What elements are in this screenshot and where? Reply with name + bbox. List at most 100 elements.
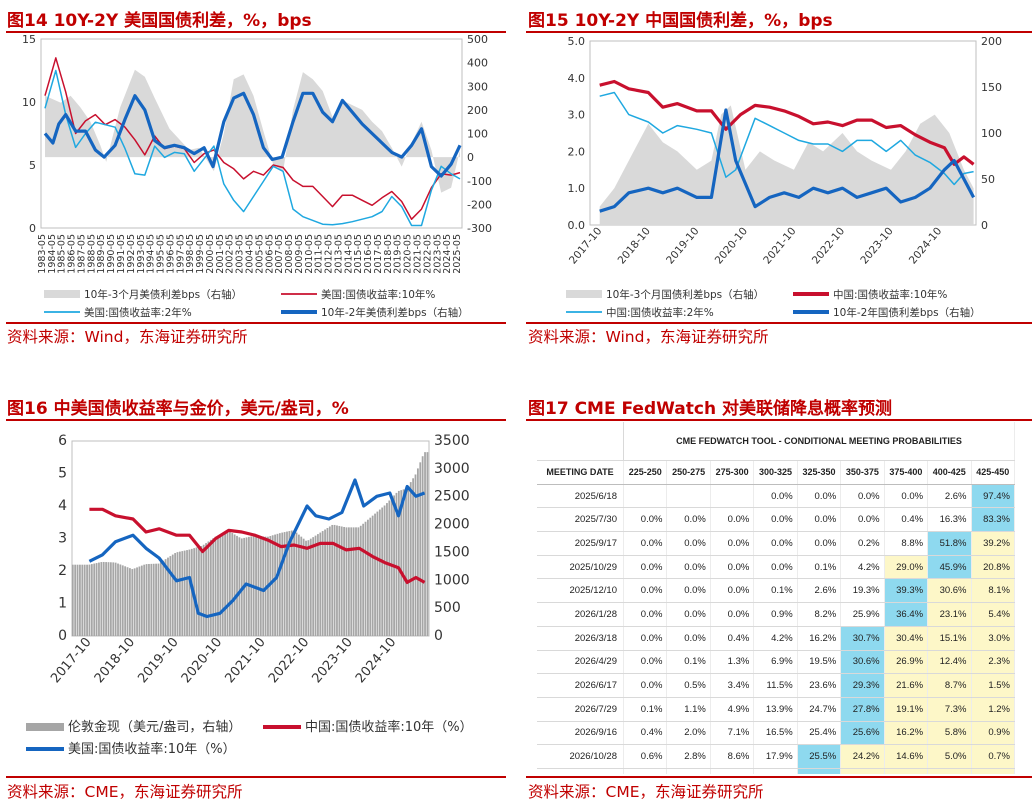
x-tick-label: 2003-05 — [235, 234, 246, 274]
x-tick-label: 2024-10 — [907, 225, 944, 266]
probability-cell: 16.2% — [884, 721, 929, 746]
area-bar — [347, 527, 350, 636]
area-bar — [198, 546, 200, 636]
probability-cell: 11.5% — [753, 673, 798, 698]
area-bar — [407, 485, 410, 636]
figure-16-source: 资料来源：CME，东海证券研究所 — [7, 783, 243, 801]
y-right-tick-label: 100 — [981, 127, 1002, 140]
meeting-date-cell: 2025/9/17 — [537, 531, 624, 556]
y-right-tick-label: 2000 — [434, 517, 470, 533]
probability-cell: 0.4% — [710, 626, 755, 651]
figure-17-top-rule — [526, 419, 1032, 421]
table-row: 2026/9/16 0.4% 2.0% 7.1% 16.5% 25.4% 25.6% 16.2… — [537, 721, 1015, 746]
probability-cell: 51.8% — [927, 531, 972, 556]
area-bar — [302, 538, 305, 636]
y-right-tick-label: 1000 — [434, 572, 470, 588]
area-bar — [367, 519, 369, 636]
table-row: 2026/4/29 0.0% 0.1% 1.3% 6.9% 19.5% 30.6% 26.9%… — [537, 650, 1015, 675]
y-left-tick-label: 1.0 — [568, 182, 586, 195]
area-bar — [359, 525, 362, 636]
x-tick-label: 2002-05 — [225, 234, 236, 274]
area-bar — [236, 535, 238, 636]
y-left-tick-label: 3.0 — [568, 109, 586, 122]
probability-cell: 0.7% — [971, 768, 1015, 774]
probability-cell: 1.2% — [971, 697, 1015, 722]
probability-cell: 0.1% — [666, 650, 711, 675]
y-left-tick-label: 5.0 — [568, 35, 586, 48]
area-bar — [238, 537, 241, 636]
area-bar — [121, 565, 124, 636]
area-bar — [340, 526, 343, 636]
probability-cell: 0.0% — [753, 555, 798, 580]
meeting-date-cell: 2026/12/9 — [537, 768, 624, 774]
probability-cell: 0.0% — [623, 673, 668, 698]
area-bar — [255, 535, 257, 636]
figure-17: 图17 CME FedWatch 对美联储降息概率预测 CME FEDWATCH… — [520, 392, 1032, 806]
probability-cell: 14.6% — [884, 744, 929, 769]
probability-cell: 4.9% — [710, 697, 755, 722]
area-bar — [100, 562, 103, 636]
x-tick-label: 1990-05 — [106, 234, 117, 274]
column-header-rate-range: 375-400 — [884, 460, 929, 485]
probability-cell: 7.1% — [710, 721, 755, 746]
table-row: 2026/10/28 0.6% 2.8% 8.6% 17.9% 25.5% 24.2% 14.… — [537, 744, 1015, 769]
probability-cell: 0.0% — [666, 578, 711, 604]
probability-cell: 25.6% — [840, 721, 885, 746]
legend-swatch — [566, 290, 602, 298]
y-left-tick-label: 2 — [58, 563, 67, 579]
probability-cell: 26.9% — [884, 650, 929, 675]
area-bar — [374, 513, 376, 636]
probability-cell: 0.0% — [797, 484, 842, 509]
area-bar — [112, 562, 115, 636]
area-bar — [164, 559, 167, 636]
probability-cell: 24.2% — [840, 744, 885, 769]
x-tick-label: 2018-10 — [92, 635, 138, 686]
column-header-rate-range: 325-350 — [797, 460, 842, 485]
probability-cell: 3.0% — [971, 626, 1015, 651]
probability-cell: 2.6% — [797, 578, 842, 604]
area-bar — [424, 452, 426, 636]
area-bar — [376, 511, 379, 636]
area-bar — [419, 462, 422, 636]
x-tick-label: 2016-05 — [363, 234, 374, 274]
area-bar — [400, 490, 403, 636]
x-tick-label: 2025-05 — [452, 234, 463, 274]
x-tick-label: 2001-05 — [215, 234, 226, 274]
x-tick-label: 2021-10 — [761, 225, 798, 266]
area-bar — [93, 563, 96, 636]
area-bar — [314, 535, 317, 636]
area-bar — [288, 531, 291, 636]
area-bar — [297, 534, 300, 636]
probability-cell: 19.1% — [884, 697, 929, 722]
legend-label: 中国:国债收益率:10年（%） — [305, 719, 473, 735]
probability-cell: 6.9% — [753, 650, 798, 675]
probability-cell: 2.0% — [666, 721, 711, 746]
figure-16-title: 图16 中美国债收益率与金价，美元/盎司，% — [7, 399, 349, 419]
area-bar — [293, 530, 296, 636]
probability-cell: 0.0% — [623, 507, 668, 533]
legend-swatch — [44, 290, 80, 298]
probability-cell: 45.9% — [927, 555, 972, 580]
legend-label: 10年-3个月国债利差bps（右轴） — [606, 288, 764, 301]
area-bar — [217, 535, 219, 636]
area-bar — [416, 468, 419, 636]
probability-cell: 0.9% — [753, 602, 798, 627]
probability-cell: 0.0% — [623, 578, 668, 604]
area-bar — [209, 539, 212, 636]
probability-cell: 2.6% — [927, 484, 972, 509]
area-bar — [157, 563, 160, 636]
area-bar — [81, 564, 84, 636]
probability-cell: 5.4% — [971, 602, 1015, 627]
probability-cell: 5.0% — [927, 768, 972, 774]
area-bar — [319, 532, 322, 636]
column-header-rate-range: 350-375 — [840, 460, 885, 485]
x-tick-label: 1994-05 — [146, 234, 157, 274]
probability-cell: 30.4% — [884, 626, 929, 651]
probability-cell: 0.0% — [623, 626, 668, 651]
x-tick-label: 1984-05 — [47, 234, 58, 274]
probability-cell: 25.5% — [797, 744, 842, 769]
area-bar — [290, 530, 293, 636]
area-bar — [98, 562, 100, 636]
probability-cell: 25.9% — [840, 602, 885, 627]
plot-frame — [40, 38, 463, 229]
